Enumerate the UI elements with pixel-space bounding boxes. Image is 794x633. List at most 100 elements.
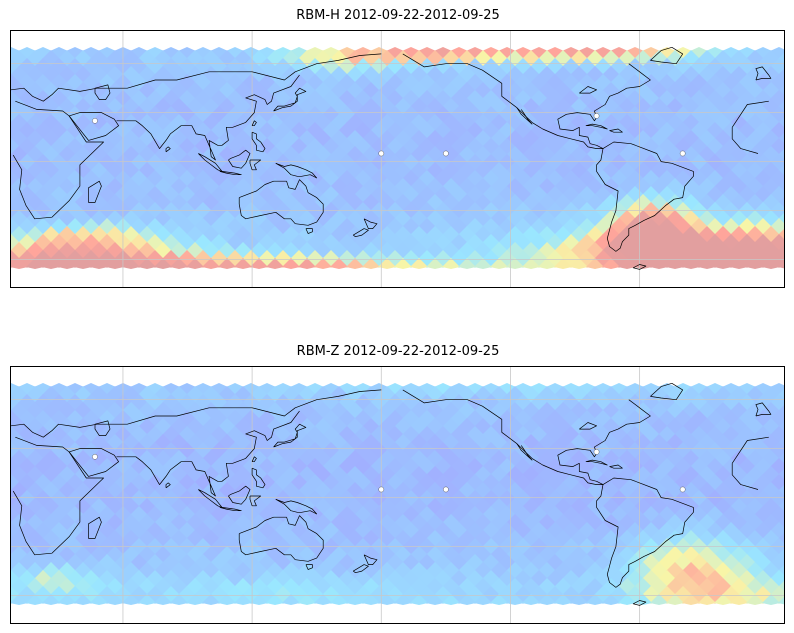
rbm-z-data-cell <box>290 383 308 396</box>
rbm-h-data-cell <box>282 258 300 269</box>
rbm-z-data-cell <box>362 594 380 605</box>
rbm-z-data-cell <box>762 594 780 605</box>
rbm-z-coastline <box>68 448 119 477</box>
rbm-h-data-cell <box>578 47 596 60</box>
rbm-z-data-cell <box>11 570 20 588</box>
rbm-z-data-cell <box>426 594 444 605</box>
rbm-z-data-cell <box>770 442 784 460</box>
rbm-z-data-cell <box>178 383 196 396</box>
rbm-z-data-cell <box>650 594 668 605</box>
rbm-z-data-cell <box>74 594 92 605</box>
rbm-z-coastline <box>650 382 684 401</box>
rbm-z-data-cell <box>386 383 404 396</box>
rbm-h-data-cell <box>298 258 316 269</box>
rbm-h-coastline <box>198 153 223 172</box>
panel-title-rbm-h: RBM-H 2012-09-22-2012-09-25 <box>296 8 500 23</box>
rbm-h-data-cell <box>138 258 156 269</box>
rbm-h-data-cell <box>58 258 76 269</box>
rbm-h-data-cell <box>770 234 784 252</box>
rbm-z-data-cell <box>11 506 20 524</box>
rbm-h-data-cell <box>378 258 396 269</box>
rbm-z-data-cell <box>98 383 116 396</box>
rbm-h-coastline <box>228 149 251 169</box>
rbm-z-coastline <box>198 489 223 508</box>
rbm-h-coastline <box>251 131 266 153</box>
rbm-h-data-cell <box>386 47 404 60</box>
rbm-h-data-cell <box>74 258 92 269</box>
rbm-z-coastline <box>305 564 313 570</box>
rbm-h-data-cell <box>730 258 748 269</box>
rbm-h-data-cell <box>770 250 784 268</box>
rbm-h-data-cell <box>242 47 260 60</box>
rbm-z-data-cell <box>706 383 724 396</box>
rbm-h-data-cell <box>770 138 784 156</box>
rbm-z-data-cell <box>11 490 20 508</box>
rbm-z-data-cell <box>266 594 284 605</box>
rbm-h-data-cell <box>402 47 420 60</box>
rbm-h-data-cell <box>594 47 612 60</box>
rbm-z-data-cell <box>394 594 412 605</box>
rbm-h-coastline <box>94 84 111 100</box>
rbm-z-data-cell <box>11 586 20 604</box>
rbm-z-data-cell <box>218 594 236 605</box>
rbm-z-station-marker <box>679 486 686 493</box>
rbm-z-coastline <box>579 422 597 430</box>
rbm-z-data-cell <box>18 383 36 396</box>
rbm-z-data-cell <box>11 458 20 476</box>
rbm-z-data-cell <box>402 383 420 396</box>
rbm-h-data-cell <box>226 47 244 60</box>
rbm-h-data-cell <box>42 258 60 269</box>
rbm-z-data-cell <box>450 383 468 396</box>
rbm-h-data-cell <box>11 58 20 76</box>
rbm-z-data-cell <box>730 594 748 605</box>
rbm-h-data-cell <box>346 258 364 269</box>
rbm-z-coastline <box>731 436 769 464</box>
rbm-h-data-cell <box>674 47 692 60</box>
rbm-z-coastline <box>228 485 251 505</box>
rbm-z-data-cell <box>66 383 84 396</box>
rbm-z-data-cell <box>42 594 60 605</box>
rbm-h-coastline <box>251 120 257 127</box>
rbm-z-data-cell <box>722 383 740 396</box>
rbm-h-data-cell <box>34 47 52 60</box>
rbm-z-data-cell <box>490 594 508 605</box>
rbm-h-data-cell <box>178 47 196 60</box>
rbm-z-data-cell <box>338 383 356 396</box>
rbm-h-data-cell <box>11 258 28 269</box>
rbm-z-coastline <box>11 389 382 438</box>
rbm-h-data-cell <box>426 258 444 269</box>
rbm-h-data-cell <box>11 186 20 204</box>
rbm-h-data-cell <box>11 154 20 172</box>
rbm-h-data-cell <box>586 258 604 269</box>
rbm-h-coastline <box>632 264 647 270</box>
rbm-h-data-cell <box>530 47 548 60</box>
rbm-z-data-cell <box>154 594 172 605</box>
rbm-h-coastline <box>402 53 651 149</box>
rbm-h-data-cell <box>770 74 784 92</box>
rbm-h-data-layer <box>11 47 784 269</box>
rbm-h-data-cell <box>610 47 628 60</box>
rbm-z-data-cell <box>586 594 604 605</box>
rbm-z-coastline <box>251 467 266 489</box>
rbm-h-data-cell <box>274 47 292 60</box>
rbm-h-data-cell <box>11 250 20 268</box>
rbm-z-data-cell <box>770 458 784 476</box>
rbm-z-data-cell <box>458 594 476 605</box>
rbm-h-data-cell <box>26 258 44 269</box>
rbm-h-data-cell <box>258 47 276 60</box>
rbm-h-data-cell <box>458 258 476 269</box>
rbm-h-data-cell <box>490 258 508 269</box>
rbm-z-data-cell <box>546 383 564 396</box>
rbm-z-coastline <box>116 410 300 497</box>
rbm-z-data-cell <box>186 594 204 605</box>
rbm-z-data-cell <box>530 383 548 396</box>
rbm-h-coastline <box>363 218 378 229</box>
rbm-z-data-cell <box>770 410 784 428</box>
rbm-h-data-cell <box>11 170 20 188</box>
rbm-h-data-cell <box>474 258 492 269</box>
rbm-z-data-cell <box>170 594 188 605</box>
rbm-z-data-cell <box>770 506 784 524</box>
rbm-z-coastline <box>219 507 242 512</box>
rbm-z-data-cell <box>122 594 140 605</box>
rbm-z-data-cell <box>11 474 20 492</box>
